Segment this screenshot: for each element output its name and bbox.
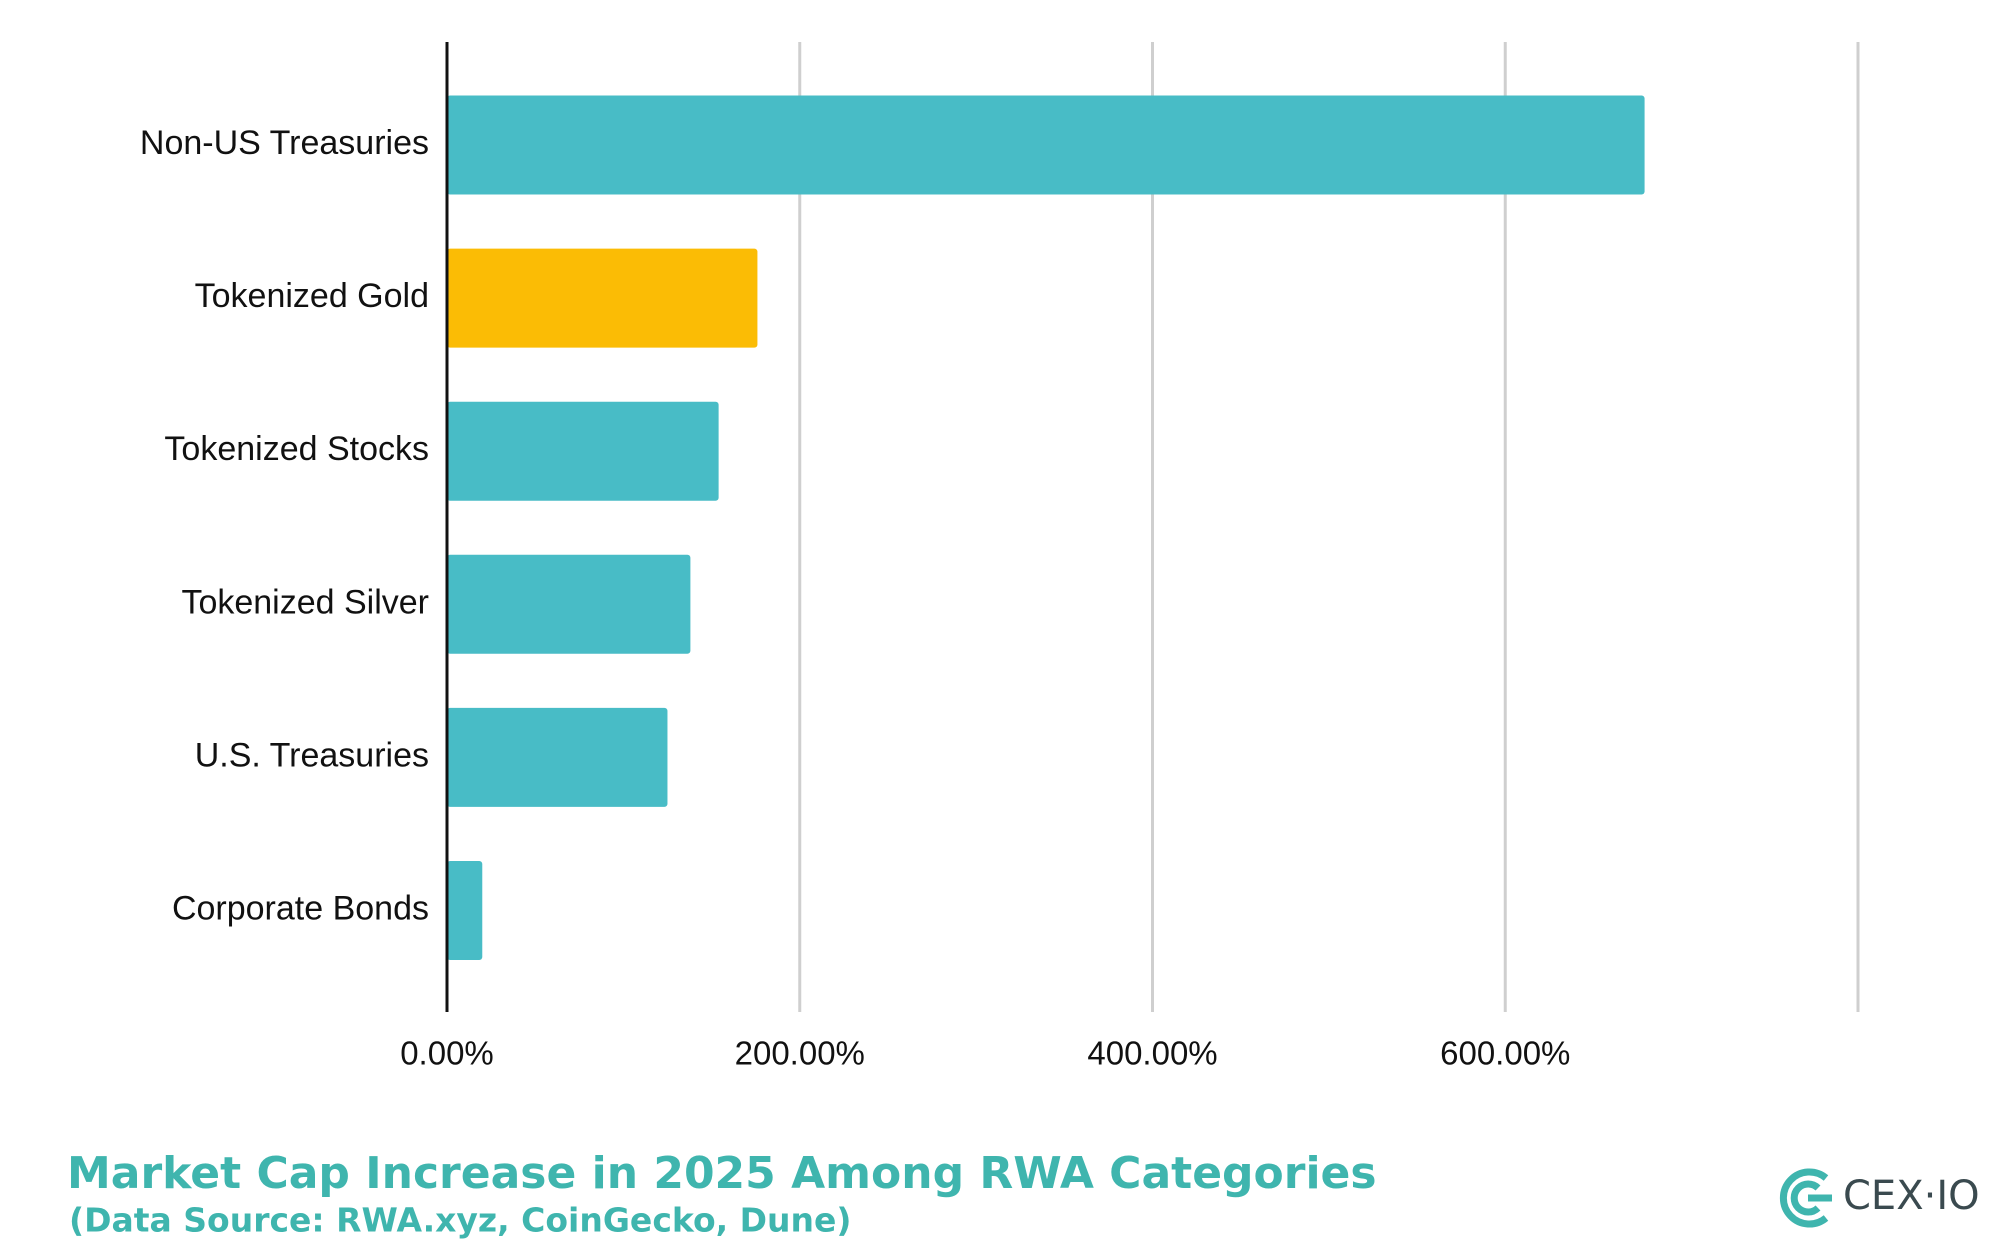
logo-icon — [1779, 1168, 1832, 1228]
y-tick-label: Tokenized Gold — [195, 277, 429, 315]
bar — [447, 707, 668, 807]
bar — [447, 401, 719, 501]
chart-subtitle: (Data Source: RWA.xyz, CoinGecko, Dune) — [69, 1201, 851, 1240]
y-tick-label: Tokenized Stocks — [164, 430, 429, 468]
y-tick-label: Tokenized Silver — [181, 583, 429, 621]
chart-title: Market Cap Increase in 2025 Among RWA Ca… — [67, 1148, 1377, 1199]
x-tick-label: 200.00% — [735, 1035, 865, 1072]
bar — [447, 248, 758, 348]
y-tick-label: Non-US Treasuries — [140, 124, 429, 162]
y-tick-label: Corporate Bonds — [172, 889, 429, 927]
x-tick-label: 400.00% — [1087, 1035, 1217, 1072]
logo-text: CEX·IO — [1843, 1173, 1980, 1219]
x-tick-label: 600.00% — [1440, 1035, 1570, 1072]
y-tick-label: U.S. Treasuries — [195, 736, 429, 774]
bar — [447, 554, 691, 654]
bar — [447, 95, 1645, 195]
x-tick-label: 0.00% — [400, 1035, 494, 1072]
bar — [447, 861, 483, 960]
